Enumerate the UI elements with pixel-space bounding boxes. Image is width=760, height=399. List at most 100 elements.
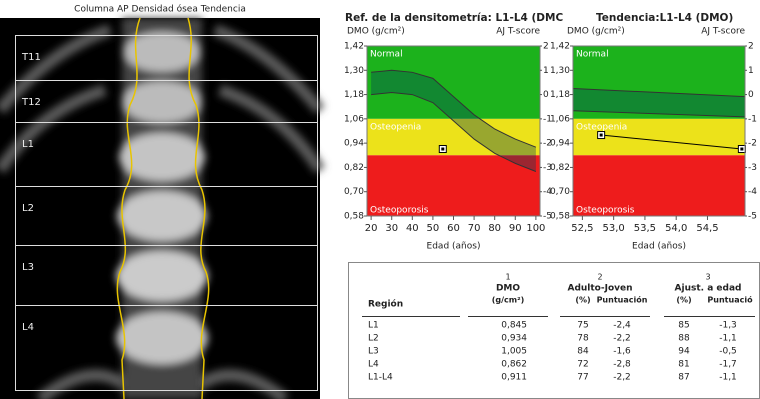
table-header: 3 [705, 273, 710, 282]
x-tick-label: 52,5 [571, 223, 593, 234]
patient-marker-dot [600, 134, 603, 137]
table-header: Región [368, 299, 403, 310]
y2-tick-label: 2 [543, 42, 549, 52]
table-cell: 88 [678, 334, 690, 344]
table-header: Adulto-Joven [567, 284, 632, 294]
x-tick-label: 60 [447, 223, 460, 234]
table-cell: 1,005 [501, 347, 527, 357]
x-tick-label: 50 [427, 223, 440, 234]
table-cell: 0,934 [501, 334, 527, 344]
y2-tick-label: -2 [748, 139, 757, 149]
x-tick-label: 100 [526, 223, 545, 234]
table-cell: 0,911 [501, 373, 527, 383]
table-cell: 0,862 [501, 360, 527, 370]
zone-label: Osteoporosis [370, 206, 429, 216]
x-tick-label: 30 [385, 223, 398, 234]
table-cell: 84 [577, 347, 589, 357]
x-tick-label: 20 [365, 223, 378, 234]
table-cell: 87 [678, 373, 689, 383]
y-tick-label: 0,58 [344, 212, 364, 222]
y-axis-label: DMO (g/cm²) [567, 27, 625, 37]
region-label: T11 [21, 52, 41, 63]
zone-label: Normal [370, 50, 403, 60]
table-header: Ajust. a edad [675, 284, 742, 294]
zone-label: Osteopenia [370, 122, 421, 132]
table-cell: 78 [577, 334, 589, 344]
chart-title: Tendencia:L1-L4 (DMO) [596, 12, 733, 24]
y-tick-label: 1,30 [344, 66, 364, 76]
chart-title: Ref. de la densitometría: L1-L4 (DMC [345, 12, 563, 24]
table-cell: -2,8 [613, 360, 631, 370]
y-tick-label: 0,82 [344, 163, 364, 173]
y-tick-label: 0,58 [550, 212, 570, 222]
table-cell: L3 [368, 347, 379, 357]
table-cell: 81 [678, 360, 689, 370]
table-header: Puntuació [707, 295, 753, 305]
x-tick-label: 53,0 [603, 223, 625, 234]
y2-tick-label: -5 [748, 212, 757, 222]
table-cell: -0,5 [719, 347, 737, 357]
y-tick-label: 0,94 [550, 139, 570, 149]
y-tick-label: 1,42 [344, 42, 364, 52]
region-label: L3 [22, 262, 34, 273]
y-tick-label: 1,06 [344, 114, 364, 124]
table-cell: -1,7 [719, 360, 737, 370]
x-tick-label: 90 [509, 223, 522, 234]
x-axis-label: Edad (años) [632, 242, 686, 252]
table-cell: 77 [577, 373, 588, 383]
y-axis-label: DMO (g/cm²) [347, 27, 405, 37]
table-cell: -2,2 [613, 373, 631, 383]
screen: Columna AP Densidad ósea Tendencia T11 T1… [0, 0, 760, 399]
table-cell: L2 [368, 334, 379, 344]
y2-tick-label: -4 [748, 187, 757, 197]
y-tick-label: 0,70 [344, 187, 364, 197]
table-header: (g/cm²) [492, 296, 525, 305]
table-header: 2 [597, 273, 602, 282]
x-tick-label: 80 [488, 223, 501, 234]
page: { "image_panel": {"title": "Columna AP D… [0, 0, 760, 399]
y-tick-label: 0,82 [550, 163, 570, 173]
y2-tick-label: -1 [748, 114, 757, 124]
table-cell: -2,4 [613, 321, 631, 331]
table-cell: 75 [577, 321, 588, 331]
x-tick-label: 54,5 [696, 223, 718, 234]
y-tick-label: 1,18 [550, 90, 570, 100]
patient-marker-dot [441, 148, 444, 151]
table-header: (%) [575, 296, 590, 305]
y2-tick-label: -3 [748, 163, 757, 173]
table-header: (%) [676, 296, 691, 305]
table-cell: L1-L4 [368, 373, 393, 383]
table-cell: L1 [368, 321, 379, 331]
y2-tick-label: 0 [748, 90, 754, 100]
x-axis-label: Edad (años) [427, 242, 481, 252]
x-tick-label: 54,0 [665, 223, 687, 234]
y2-tick-label: 2 [748, 42, 754, 52]
y2-tick-label: 1 [543, 66, 549, 76]
y-tick-label: 0,94 [344, 139, 364, 149]
table-cell: -1,1 [719, 373, 737, 383]
scan-panel: Columna AP Densidad ósea Tendencia [0, 4, 320, 399]
table-cell: -1,3 [719, 321, 737, 331]
table-cell: 0,845 [501, 321, 527, 331]
region-label: T12 [21, 97, 41, 108]
table-cell: 72 [577, 360, 588, 370]
x-tick-label: 70 [468, 223, 481, 234]
scan-title: Columna AP Densidad ósea Tendencia [74, 4, 246, 15]
table-cell: -2,2 [613, 334, 631, 344]
table-cell: 85 [678, 321, 689, 331]
table-cell: -1,6 [613, 347, 631, 357]
region-label: L1 [22, 139, 34, 150]
zone-label: Normal [576, 50, 609, 60]
region-label: L2 [22, 203, 34, 214]
y2-axis-label: AJ T-score [496, 27, 540, 37]
table-cell: -1,1 [719, 334, 737, 344]
table-cell: L4 [368, 360, 379, 370]
y-tick-label: 1,06 [550, 114, 570, 124]
table-header: 1 [505, 273, 510, 282]
y-tick-label: 0,70 [550, 187, 570, 197]
zone-label: Osteopenia [576, 122, 627, 132]
y2-tick-label: 1 [748, 66, 754, 76]
y-tick-label: 1,18 [344, 90, 364, 100]
region-label: L4 [22, 322, 34, 333]
y2-axis-label: AJ T-score [701, 27, 745, 37]
